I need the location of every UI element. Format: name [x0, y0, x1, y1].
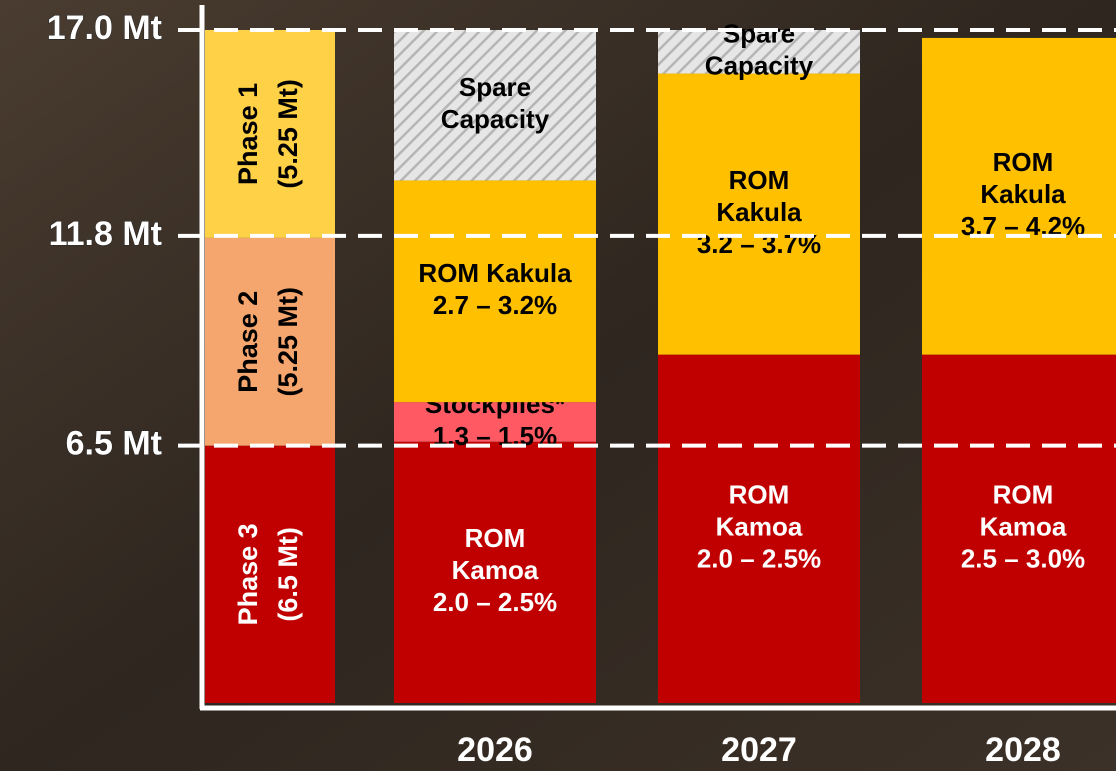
bar-segment	[658, 73, 860, 355]
bar-segment	[394, 180, 596, 403]
phase-segment	[205, 237, 335, 446]
x-tick-label: 2027	[721, 731, 797, 769]
segment-label: Kamoa	[452, 555, 539, 585]
phase-name: Phase 2	[233, 291, 263, 393]
segment-label: Spare	[459, 72, 531, 102]
bar-segment	[394, 402, 596, 442]
bar-segment	[394, 441, 596, 703]
phase-name: Phase 3	[233, 523, 263, 625]
x-tick-label: 2028	[985, 731, 1061, 769]
phase-value-label: (5.25 Mt)	[273, 287, 303, 397]
segment-label: 2.7 – 3.2%	[433, 290, 557, 320]
segment-label: 2.0 – 2.5%	[697, 544, 821, 574]
segment-label: ROM	[993, 147, 1054, 177]
y-tick-label: 11.8 Mt	[49, 215, 162, 253]
bar-segment	[658, 354, 860, 703]
segment-label: Spare	[723, 19, 795, 49]
segment-label: Kakula	[980, 179, 1066, 209]
plot: Phase 3 (6.5 Mt) Phase 2 (5.25 Mt) Phase 1 (5…	[205, 19, 1116, 703]
segment-label: 2.0 – 2.5%	[433, 587, 557, 617]
phase-name: Phase 1	[233, 83, 263, 185]
segment-label: ROM	[729, 165, 790, 195]
phase-value-label: (6.5 Mt)	[273, 527, 303, 622]
segment-label: 2.5 – 3.0%	[961, 544, 1085, 574]
segment-label: 3.2 – 3.7%	[697, 229, 821, 259]
segment-label: Kamoa	[980, 512, 1067, 542]
bar-segment	[658, 30, 860, 74]
segment-label: ROM	[465, 523, 526, 553]
phase-segment	[205, 445, 335, 703]
segment-label: Capacity	[441, 104, 550, 134]
segment-label: Kakula	[716, 197, 802, 227]
bar-segment	[922, 37, 1116, 355]
segment-label: ROM	[729, 480, 790, 510]
segment-label: Kamoa	[716, 512, 803, 542]
phase-segment	[205, 30, 335, 238]
segment-label: ROM	[993, 480, 1054, 510]
segment-label: Capacity	[705, 51, 814, 81]
y-tick-label: 6.5 Mt	[66, 425, 162, 463]
bar-segment	[394, 30, 596, 181]
bar-segment	[922, 354, 1116, 703]
x-tick-label: 2026	[457, 731, 533, 769]
phase-value-label: (5.25 Mt)	[273, 79, 303, 189]
segment-label: ROM Kakula	[418, 258, 572, 288]
y-tick-label: 17.0 Mt	[47, 9, 162, 47]
